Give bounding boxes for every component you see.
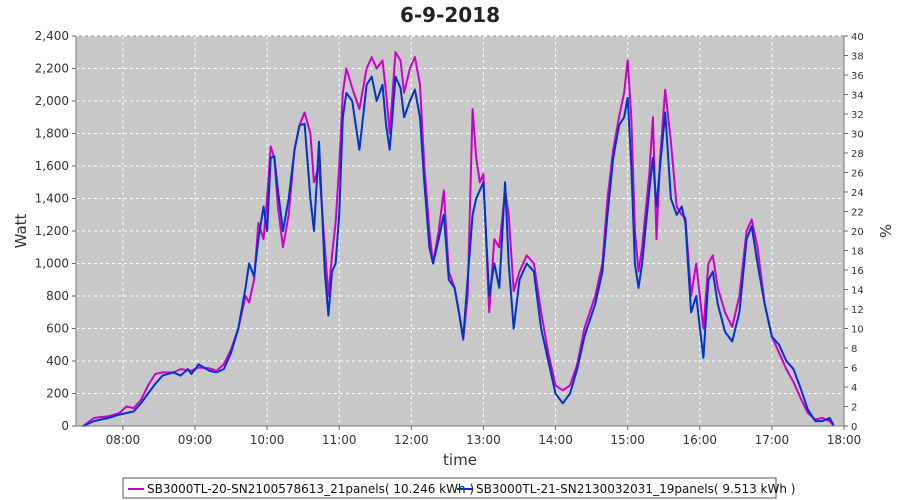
y2-tick-label-12: 24 (851, 188, 864, 199)
y-tick-label-1: 200 (46, 387, 69, 401)
y-tick-label-6: 1,200 (35, 224, 69, 238)
y-axis-label: Watt (12, 213, 30, 248)
x-tick-label-7: 15:00 (610, 433, 645, 447)
y2-axis-label: % (876, 224, 894, 238)
y-tick-label-12: 2,400 (35, 29, 69, 43)
legend-label-series-2: SB3000TL-21-SN2130032031_19panels( 9.513… (476, 482, 795, 496)
legend: SB3000TL-20-SN2100578613_21panels( 10.24… (122, 477, 795, 499)
legend-box (122, 477, 777, 499)
axes: 08:00 09:00 10:00 11:00 12:00 13:00 14:00 15:00… (35, 29, 864, 447)
y2-tick-label-15: 30 (851, 130, 864, 141)
y2-tick-label-14: 28 (851, 149, 864, 160)
y2-tick-label-0: 0 (851, 422, 857, 433)
y2-tick-label-18: 36 (851, 71, 864, 82)
y-tick-label-8: 1,600 (35, 159, 69, 173)
y2-tick-label-10: 20 (851, 227, 864, 238)
y2-tick-label-8: 16 (851, 266, 864, 277)
y2-tick-label-17: 34 (851, 91, 864, 102)
x-tick-label-2: 10:00 (250, 433, 285, 447)
y-tick-label-4: 800 (46, 289, 69, 303)
y2-tick-label-13: 26 (851, 169, 864, 180)
y-tick-label-9: 1,800 (35, 127, 69, 141)
x-tick-label-0: 08:00 (106, 433, 141, 447)
x-tick-label-10: 18:00 (827, 433, 862, 447)
x-tick-label-3: 11:00 (322, 433, 357, 447)
y2-tick-label-11: 22 (851, 208, 864, 219)
x-axis-label: time (443, 451, 477, 469)
y2-tick-label-3: 6 (851, 364, 857, 375)
y2-tick-label-1: 2 (851, 403, 857, 414)
y2-tick-label-2: 4 (851, 383, 857, 394)
y2-tick-label-19: 38 (851, 52, 864, 63)
y-tick-label-2: 400 (46, 354, 69, 368)
x-tick-label-9: 17:00 (755, 433, 790, 447)
series-line-2 (82, 75, 835, 427)
y-tick-label-7: 1,400 (35, 192, 69, 206)
x-tick-label-8: 16:00 (682, 433, 717, 447)
x-tick-label-6: 14:00 (538, 433, 573, 447)
y-tick-label-10: 2,000 (35, 94, 69, 108)
y2-tick-label-5: 10 (851, 325, 864, 336)
y-tick-label-3: 600 (46, 322, 69, 336)
y-tick-label-11: 2,200 (35, 62, 69, 76)
y2-tick-label-4: 8 (851, 344, 857, 355)
y2-tick-label-7: 14 (851, 286, 864, 297)
y-tick-label-5: 1,000 (35, 257, 69, 271)
y2-tick-label-20: 40 (851, 32, 864, 43)
y2-tick-label-6: 12 (851, 305, 864, 316)
x-tick-label-4: 12:00 (394, 433, 429, 447)
x-tick-label-1: 09:00 (178, 433, 213, 447)
y2-tick-label-16: 32 (851, 110, 864, 121)
y-tick-label-0: 0 (61, 419, 69, 433)
series-layer (82, 51, 835, 427)
y2-tick-label-9: 18 (851, 247, 864, 258)
chart-title: 6-9-2018 (400, 3, 500, 27)
x-tick-label-5: 13:00 (466, 433, 501, 447)
legend-label-series-1: SB3000TL-20-SN2100578613_21panels( 10.24… (147, 482, 474, 496)
